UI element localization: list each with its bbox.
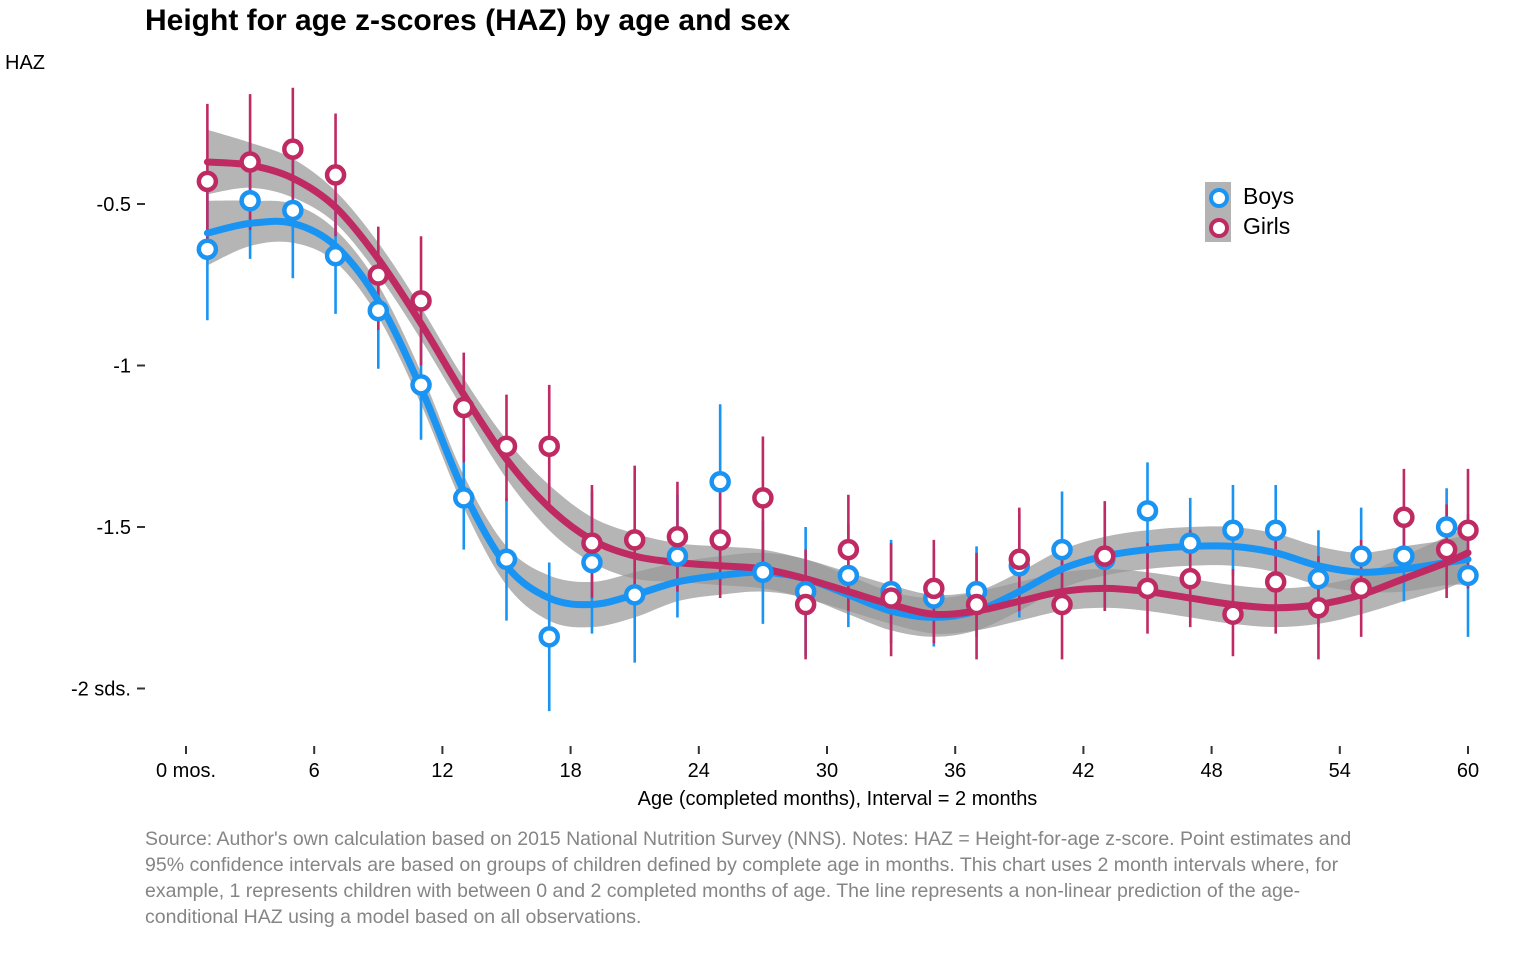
girls-data-point	[709, 529, 731, 551]
boys-data-point	[282, 199, 304, 222]
girls-data-point	[581, 532, 603, 554]
girls-data-point	[1094, 545, 1116, 567]
girls-data-point	[880, 587, 902, 609]
legend-marker-boys	[1209, 188, 1229, 208]
girls-data-point	[410, 290, 432, 312]
boys-data-point	[581, 551, 603, 574]
x-tick-label: 0 mos.	[156, 760, 216, 782]
girls-data-point	[1136, 577, 1159, 600]
girls-fit-line	[203, 158, 1472, 618]
data-points	[196, 138, 1479, 648]
y-tick-label: -0.5	[97, 194, 131, 216]
boys-data-point	[1136, 500, 1159, 522]
girls-data-point	[239, 151, 261, 173]
y-axis-title: HAZ	[5, 52, 45, 74]
girls-data-point	[324, 164, 347, 186]
x-tick-label: 6	[309, 760, 320, 782]
girls-data-point	[1393, 506, 1415, 529]
girls-data-point	[1051, 593, 1073, 616]
y-tick-label: -1.5	[97, 517, 131, 539]
girls-data-point	[1008, 548, 1031, 571]
x-tick-label: 12	[431, 760, 453, 782]
girls-data-point	[538, 435, 560, 457]
boys-data-point	[1179, 532, 1201, 554]
chart-title: Height for age z-scores (HAZ) by age and…	[145, 4, 791, 37]
girls-data-point	[1350, 577, 1372, 600]
boys-data-point	[239, 190, 261, 212]
boys-data-point	[410, 374, 432, 396]
legend: Boys Girls	[1205, 182, 1345, 242]
girls-data-point	[1222, 603, 1244, 625]
boys-data-point	[495, 548, 518, 571]
boys-data-point	[1393, 545, 1415, 567]
legend-item-girls: Girls	[1205, 212, 1345, 242]
girls-data-point	[837, 538, 860, 561]
girls-data-point	[965, 593, 988, 616]
boys-data-point	[1222, 519, 1244, 541]
x-tick-label: 42	[1072, 760, 1094, 782]
legend-marker-girls	[1209, 218, 1229, 238]
boys-data-point	[1350, 545, 1372, 567]
boys-data-point	[666, 545, 689, 567]
boys-data-point	[1307, 567, 1330, 590]
x-tick-label: 54	[1329, 760, 1351, 782]
legend-key-girls	[1205, 212, 1231, 242]
axes: 0 mos. 6 12 18 24 30 36 42 48 54 60 -0.5 -1 -1.5 -2 sd…	[71, 194, 1479, 782]
girls-data-point	[1435, 538, 1458, 561]
girls-data-point	[495, 435, 518, 457]
girls-data-point	[453, 396, 475, 419]
boys-data-point	[453, 487, 475, 509]
caption: Source: Author's own calculation based o…	[145, 828, 1352, 928]
legend-label-girls: Girls	[1243, 213, 1291, 239]
boys-data-point	[1051, 538, 1073, 561]
boys-data-point	[1435, 516, 1458, 538]
girls-data-point	[1179, 567, 1201, 590]
y-tick-label: -1	[113, 356, 131, 378]
x-tick-label: 48	[1200, 760, 1222, 782]
girls-data-point	[1307, 597, 1330, 619]
legend-item-boys: Boys	[1205, 182, 1345, 212]
boys-data-point	[709, 471, 731, 493]
girls-data-point	[623, 529, 646, 551]
boys-data-point	[538, 626, 560, 648]
x-tick-label: 60	[1457, 760, 1479, 782]
girls-data-point	[1457, 519, 1479, 541]
x-axis-title: Age (completed months), Interval = 2 mon…	[637, 788, 1038, 810]
x-tick-label: 24	[688, 760, 710, 782]
boys-data-point	[623, 584, 646, 606]
girls-data-point	[1264, 571, 1287, 593]
boys-data-point	[367, 299, 390, 322]
girls-data-point	[923, 577, 945, 600]
girls-data-point	[794, 593, 817, 616]
boys-data-point	[837, 564, 860, 587]
x-tick-label: 18	[559, 760, 581, 782]
boys-data-point	[1264, 519, 1287, 541]
girls-data-point	[666, 525, 689, 548]
girls-data-point	[282, 138, 304, 160]
x-tick-label: 36	[944, 760, 966, 782]
y-tick-label: -2 sds.	[71, 679, 131, 701]
boys-data-point	[196, 238, 219, 260]
boys-data-point	[324, 244, 347, 267]
girls-data-point	[196, 170, 219, 193]
girls-data-point	[752, 487, 774, 509]
boys-data-point	[1457, 564, 1479, 587]
boys-data-point	[752, 561, 774, 583]
legend-label-boys: Boys	[1243, 183, 1295, 209]
x-tick-label: 30	[816, 760, 838, 782]
girls-data-point	[367, 264, 390, 286]
legend-key-boys	[1205, 182, 1231, 212]
